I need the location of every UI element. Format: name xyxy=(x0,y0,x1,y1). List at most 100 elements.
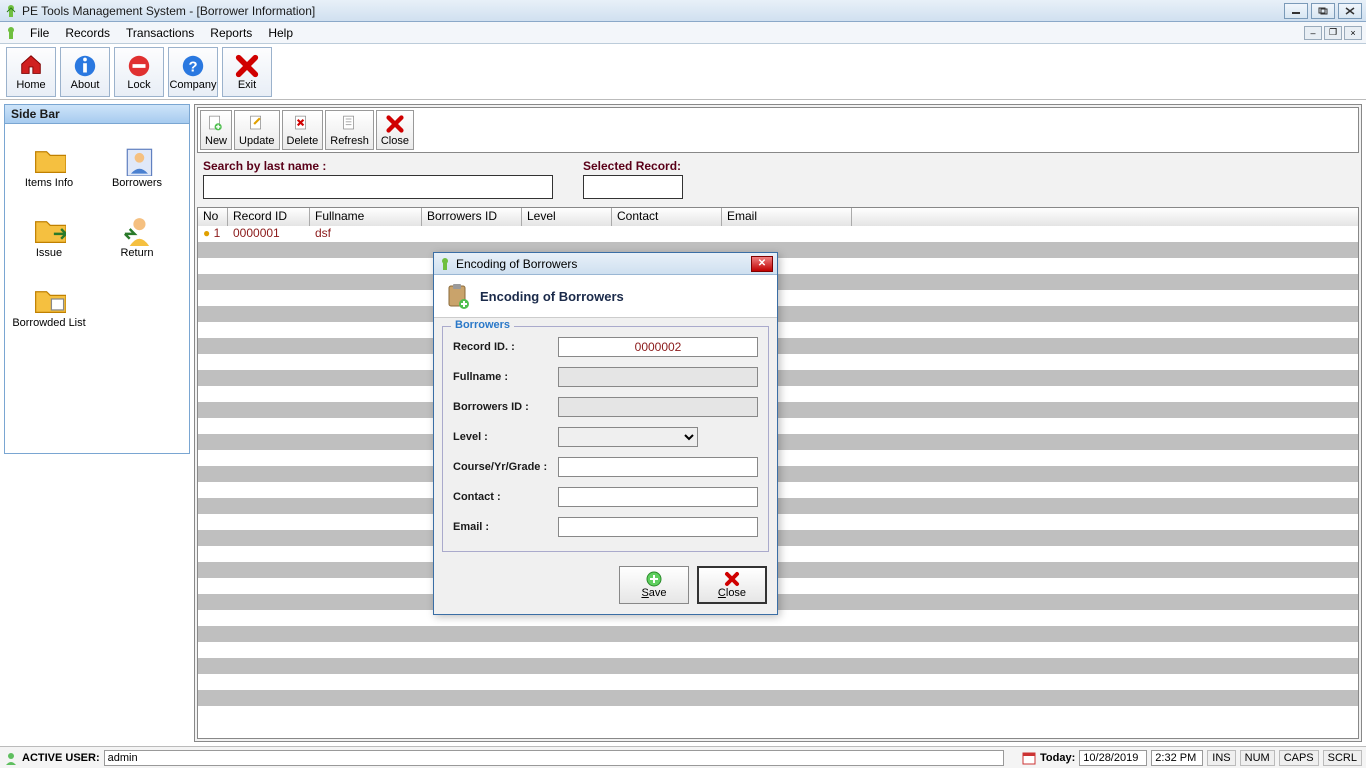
dialog-save-button[interactable]: Save xyxy=(619,566,689,604)
table-row xyxy=(198,418,1358,434)
data-table: No Record ID Fullname Borrowers ID Level… xyxy=(197,207,1359,739)
contact-input[interactable] xyxy=(558,487,758,507)
today-date xyxy=(1079,750,1147,766)
fieldset-legend: Borrowers xyxy=(451,319,514,331)
th-borrowers-id[interactable]: Borrowers ID xyxy=(422,208,522,226)
exit-button[interactable]: Exit xyxy=(222,47,272,97)
table-row xyxy=(198,402,1358,418)
app-icon xyxy=(4,4,18,18)
table-row[interactable]: ● 10000001dsf xyxy=(198,226,1358,242)
toolbar-label: Exit xyxy=(238,79,256,91)
close-button[interactable]: Close xyxy=(376,110,414,150)
close-window-button[interactable] xyxy=(1338,3,1362,19)
status-scrl: SCRL xyxy=(1323,750,1362,766)
sidebar-item-items-info[interactable]: Items Info xyxy=(5,130,93,200)
search-lastname-input[interactable] xyxy=(203,175,553,199)
table-row xyxy=(198,514,1358,530)
toolbar-label: Company xyxy=(169,79,216,91)
home-button[interactable]: Home xyxy=(6,47,56,97)
content-toolbar-label: Delete xyxy=(287,135,319,147)
table-row xyxy=(198,498,1358,514)
toolbar-label: Lock xyxy=(127,79,150,91)
today-time xyxy=(1151,750,1203,766)
th-fullname[interactable]: Fullname xyxy=(310,208,422,226)
email-label: Email : xyxy=(453,521,558,533)
main-toolbar: Home About Lock ?Company Exit xyxy=(0,44,1366,100)
menu-help[interactable]: Help xyxy=(260,24,301,42)
level-select[interactable] xyxy=(558,427,698,447)
th-contact[interactable]: Contact xyxy=(612,208,722,226)
home-icon xyxy=(18,53,44,79)
record-id-input[interactable] xyxy=(558,337,758,357)
table-row xyxy=(198,290,1358,306)
dialog-title: Encoding of Borrowers xyxy=(456,257,577,271)
user-icon xyxy=(4,751,18,765)
sidebar-item-borrowed-list[interactable]: Borrowded List xyxy=(5,270,93,340)
delete-button[interactable]: Delete xyxy=(282,110,324,150)
new-button[interactable]: New xyxy=(200,110,232,150)
table-row xyxy=(198,626,1358,642)
save-label-u: S xyxy=(641,587,648,599)
fullname-input[interactable] xyxy=(558,367,758,387)
mdi-close-button[interactable]: × xyxy=(1344,26,1362,40)
menu-records[interactable]: Records xyxy=(57,24,118,42)
minimize-button[interactable] xyxy=(1284,3,1308,19)
toolbar-label: Home xyxy=(16,79,45,91)
table-row xyxy=(198,434,1358,450)
dialog-titlebar[interactable]: Encoding of Borrowers ✕ xyxy=(434,253,777,275)
table-row xyxy=(198,578,1358,594)
th-no[interactable]: No xyxy=(198,208,228,226)
borrowers-id-label: Borrowers ID : xyxy=(453,401,558,413)
mdi-minimize-button[interactable]: – xyxy=(1304,26,1322,40)
dialog-header: Encoding of Borrowers xyxy=(434,275,777,318)
folder-icon xyxy=(31,141,67,177)
cell-borrowers-id xyxy=(422,226,522,242)
dialog-icon xyxy=(438,257,452,271)
th-level[interactable]: Level xyxy=(522,208,612,226)
dialog-close-button[interactable]: Close xyxy=(697,566,767,604)
doc-del-icon xyxy=(291,113,313,135)
menu-reports[interactable]: Reports xyxy=(202,24,260,42)
clipboard-plus-icon xyxy=(442,281,472,311)
dialog-close-x[interactable]: ✕ xyxy=(751,256,773,272)
refresh-button[interactable]: Refresh xyxy=(325,110,374,150)
table-row xyxy=(198,386,1358,402)
sidebar: Side Bar Items InfoBorrowersIssueReturnB… xyxy=(4,104,190,742)
th-email[interactable]: Email xyxy=(722,208,852,226)
th-record-id[interactable]: Record ID xyxy=(228,208,310,226)
sidebar-title: Side Bar xyxy=(4,104,190,124)
person-return-icon xyxy=(119,211,155,247)
restore-button[interactable] xyxy=(1311,3,1335,19)
menu-file[interactable]: File xyxy=(22,24,57,42)
table-row xyxy=(198,530,1358,546)
person-card-icon xyxy=(119,141,155,177)
borrowers-id-input[interactable] xyxy=(558,397,758,417)
content-toolbar-label: Refresh xyxy=(330,135,369,147)
table-row xyxy=(198,466,1358,482)
content-toolbar-label: Close xyxy=(381,135,409,147)
window-title: PE Tools Management System - [Borrower I… xyxy=(22,4,315,18)
table-row xyxy=(198,242,1358,258)
table-row xyxy=(198,674,1358,690)
sidebar-item-borrowers[interactable]: Borrowers xyxy=(93,130,181,200)
table-row xyxy=(198,594,1358,610)
selected-record-label: Selected Record: xyxy=(583,159,683,173)
table-row xyxy=(198,546,1358,562)
table-row xyxy=(198,482,1358,498)
about-button[interactable]: About xyxy=(60,47,110,97)
company-button[interactable]: ?Company xyxy=(168,47,218,97)
course-input[interactable] xyxy=(558,457,758,477)
sidebar-item-return[interactable]: Return xyxy=(93,200,181,270)
lock-button[interactable]: Lock xyxy=(114,47,164,97)
menu-transactions[interactable]: Transactions xyxy=(118,24,202,42)
sidebar-body: Items InfoBorrowersIssueReturnBorrowded … xyxy=(4,124,190,454)
mdi-restore-button[interactable]: ❐ xyxy=(1324,26,1342,40)
table-row xyxy=(198,690,1358,706)
sidebar-item-issue[interactable]: Issue xyxy=(5,200,93,270)
doc-ref-icon xyxy=(339,113,361,135)
cell-no: ● 1 xyxy=(198,226,228,242)
update-button[interactable]: Update xyxy=(234,110,279,150)
dialog-header-text: Encoding of Borrowers xyxy=(480,289,624,304)
selected-record-input[interactable] xyxy=(583,175,683,199)
email-input[interactable] xyxy=(558,517,758,537)
